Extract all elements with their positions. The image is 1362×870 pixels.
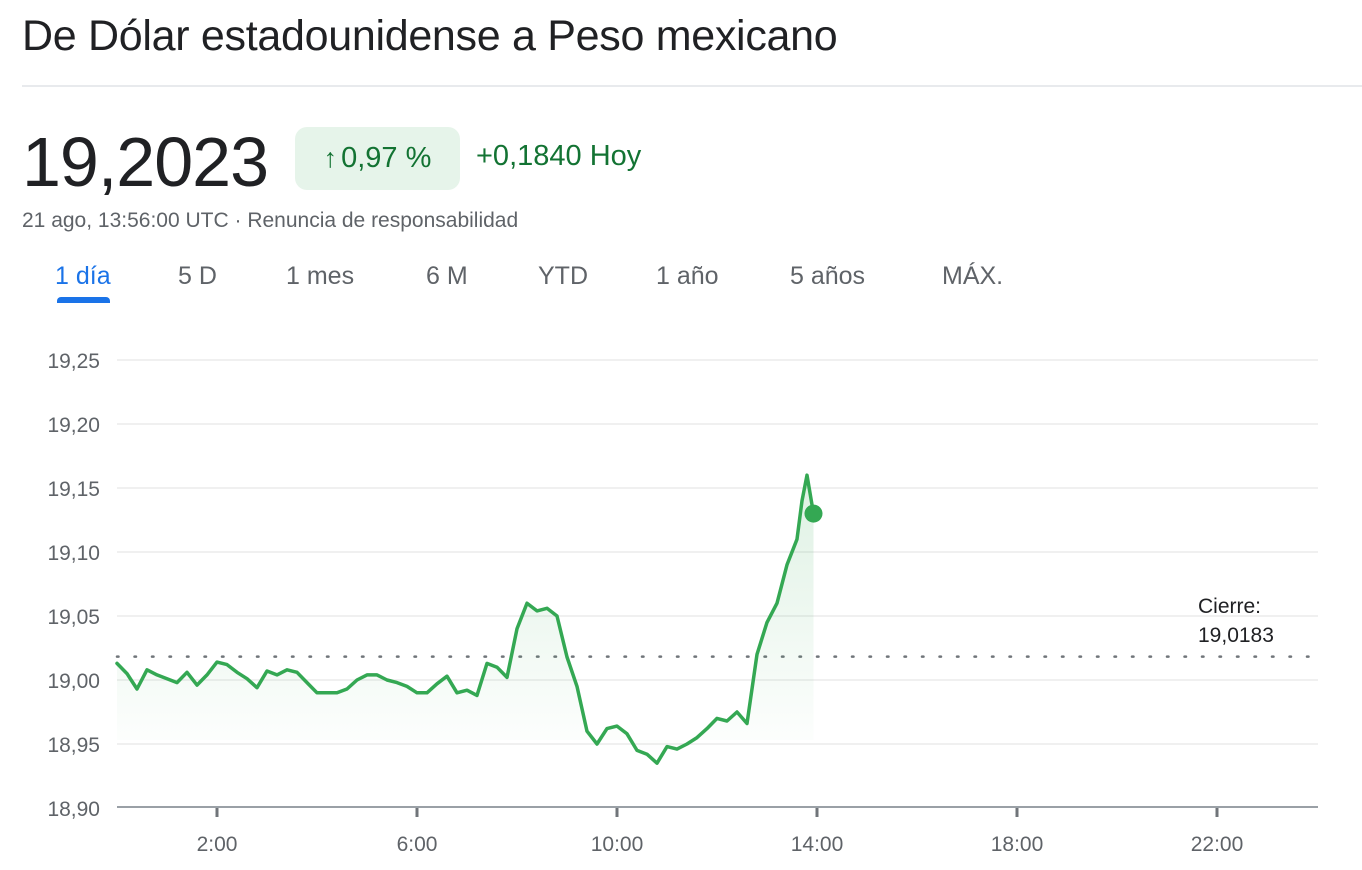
chart-gridlines	[117, 359, 1318, 745]
svg-text:19,10: 19,10	[47, 542, 100, 565]
tab-ytd[interactable]: YTD	[538, 262, 588, 290]
svg-text:19,20: 19,20	[47, 414, 100, 437]
svg-text:18:00: 18:00	[991, 833, 1044, 856]
svg-text:18,95: 18,95	[47, 734, 100, 757]
change-percent: 0,97 %	[341, 142, 432, 174]
tab-1-mes[interactable]: 1 mes	[286, 262, 355, 290]
price-chart[interactable]: 18,90 18,95 19,00 19,05 19,10 19,15 19,20 19,25…	[0, 330, 1362, 870]
tab-5-d[interactable]: 5 D	[178, 262, 217, 290]
close-value: 19,0183	[1198, 624, 1274, 647]
y-axis-labels: 18,90 18,95 19,00 19,05 19,10 19,15 19,20 19,25	[47, 350, 100, 821]
tab-1-ano[interactable]: 1 año	[656, 262, 719, 290]
disclaimer-link[interactable]: Renuncia de responsabilidad	[247, 209, 519, 232]
svg-text:22:00: 22:00	[1191, 833, 1244, 856]
page-title: De Dólar estadounidense a Peso mexicano	[22, 12, 838, 60]
svg-text:19,05: 19,05	[47, 606, 100, 629]
svg-text:6:00: 6:00	[397, 833, 438, 856]
svg-text:18,90: 18,90	[47, 798, 100, 821]
svg-text:19,00: 19,00	[47, 670, 100, 693]
active-tab-indicator	[57, 297, 110, 303]
previous-close-annotation: Cierre: 19,0183	[1198, 592, 1274, 650]
timestamp: 21 ago, 13:56:00 UTC	[22, 209, 229, 232]
quote-meta: 21 ago, 13:56:00 UTC · Renuncia de respo…	[22, 209, 518, 233]
x-axis-ticks: 2:00 6:00 10:00 14:00 18:00 22:00	[197, 808, 1244, 856]
tab-max[interactable]: MÁX.	[942, 262, 1004, 290]
tab-5-anos[interactable]: 5 años	[790, 262, 866, 290]
svg-text:14:00: 14:00	[791, 833, 844, 856]
arrow-up-icon: ↑	[323, 143, 338, 173]
price-line	[115, 473, 816, 765]
price-area-fill	[117, 475, 814, 764]
svg-text:2:00: 2:00	[197, 833, 238, 856]
svg-text:10:00: 10:00	[591, 833, 644, 856]
tab-1-dia[interactable]: 1 día	[55, 262, 111, 290]
tab-6-m[interactable]: 6 M	[426, 262, 468, 290]
meta-separator: ·	[228, 209, 248, 232]
close-label: Cierre:	[1198, 595, 1262, 618]
last-price-dot	[804, 504, 823, 523]
svg-text:19,25: 19,25	[47, 350, 100, 373]
current-price: 19,2023	[22, 123, 269, 201]
header-divider	[22, 85, 1362, 87]
change-absolute: +0,1840 Hoy	[476, 140, 642, 172]
change-percent-badge: ↑ 0,97 %	[295, 127, 460, 190]
svg-text:19,15: 19,15	[47, 478, 100, 501]
range-tabs: 1 día 5 D 1 mes 6 M YTD 1 año 5 años MÁX…	[0, 262, 1100, 312]
